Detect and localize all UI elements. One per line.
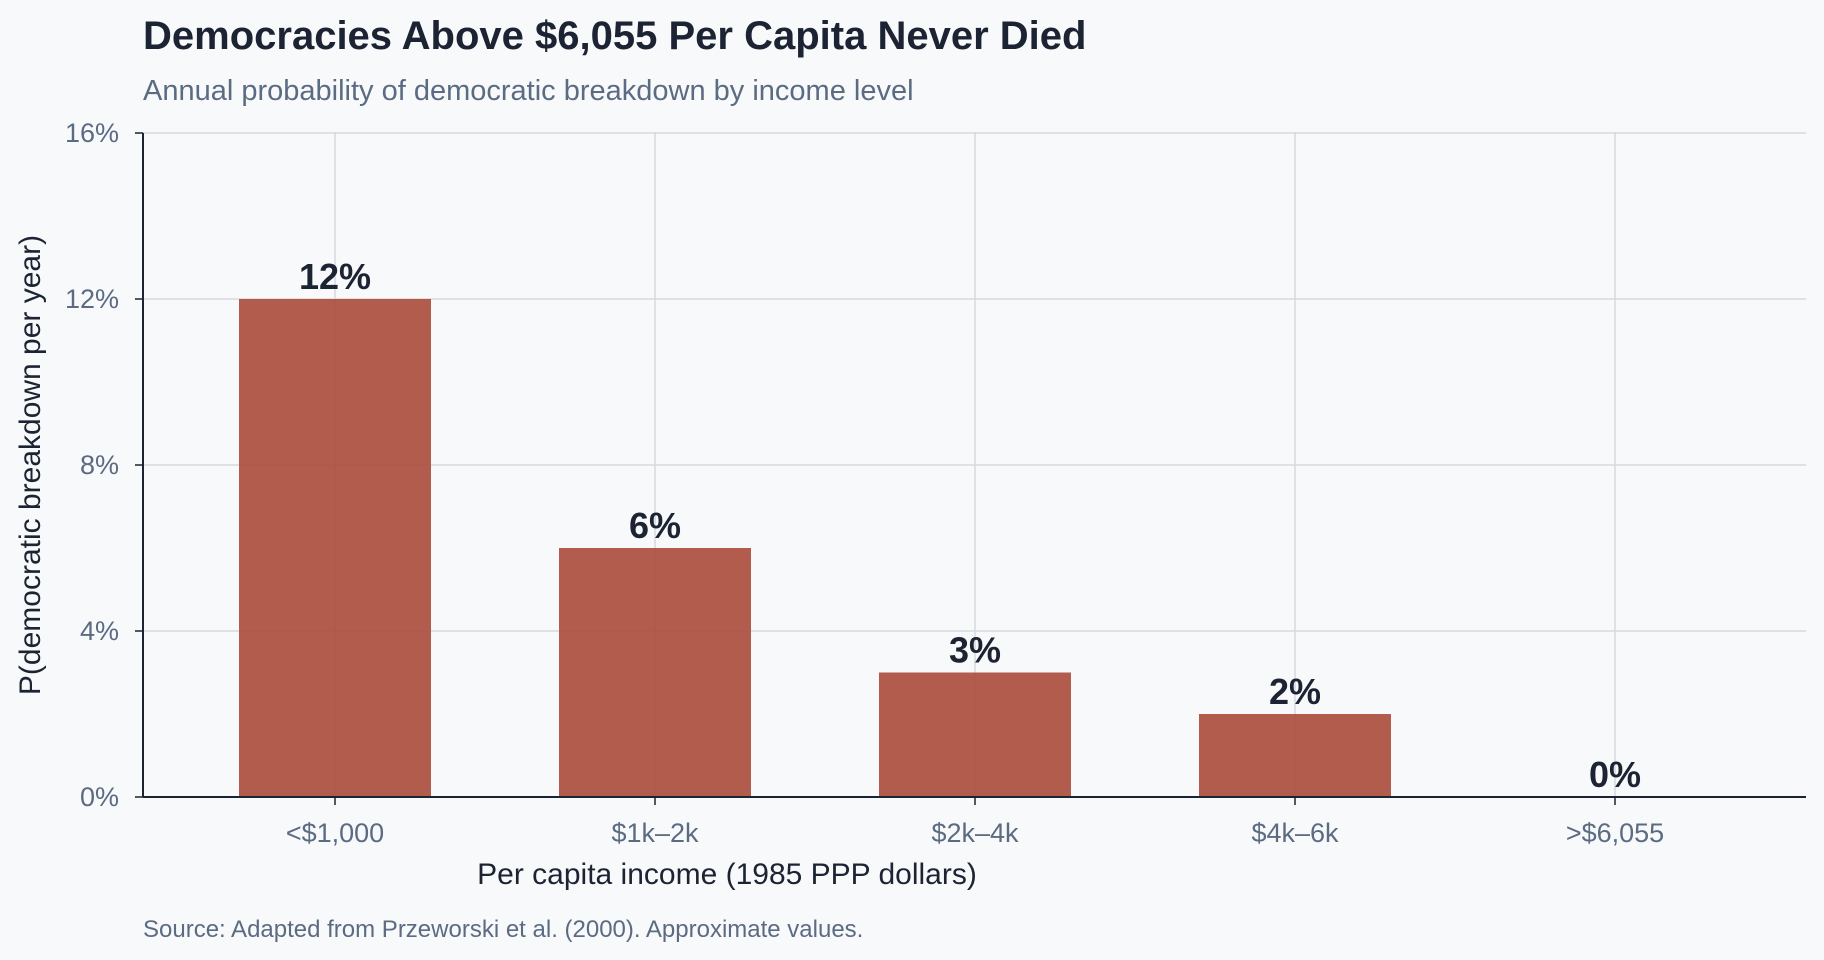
y-tick-labels: 0% 4% 8% 12% 16% (65, 118, 119, 812)
chart-subtitle: Annual probability of democratic breakdo… (143, 75, 914, 107)
x-tick-labels: <$1,000 $1k–2k $2k–4k $4k–6k >$6,055 (286, 818, 1664, 848)
data-labels: 12% 6% 3% 2% 0% (299, 256, 1641, 795)
bar (1199, 714, 1391, 797)
x-tick-label: $1k–2k (611, 818, 699, 848)
axes (135, 132, 1806, 805)
data-label: 3% (949, 630, 1001, 671)
y-tick-label: 8% (80, 450, 119, 480)
y-tick-label: 12% (65, 284, 119, 314)
data-label: 2% (1269, 671, 1321, 712)
bar (879, 672, 1071, 797)
bar (239, 299, 431, 797)
y-axis-label: P(democratic breakdown per year) (14, 235, 47, 695)
y-tick-label: 4% (80, 616, 119, 646)
bars (239, 299, 1391, 797)
y-tick-label: 16% (65, 118, 119, 148)
x-axis-label: Per capita income (1985 PPP dollars) (477, 858, 977, 891)
data-label: 6% (629, 505, 681, 546)
x-tick-label: $2k–4k (931, 818, 1019, 848)
x-tick-label: $4k–6k (1251, 818, 1339, 848)
chart-title: Democracies Above $6,055 Per Capita Neve… (143, 14, 1086, 58)
x-tick-label: >$6,055 (1566, 818, 1664, 848)
bar (559, 548, 751, 797)
data-label: 0% (1589, 754, 1641, 795)
x-tick-label: <$1,000 (286, 818, 384, 848)
source-note: Source: Adapted from Przeworski et al. (… (143, 916, 863, 943)
y-tick-label: 0% (80, 782, 119, 812)
data-label: 12% (299, 256, 371, 297)
